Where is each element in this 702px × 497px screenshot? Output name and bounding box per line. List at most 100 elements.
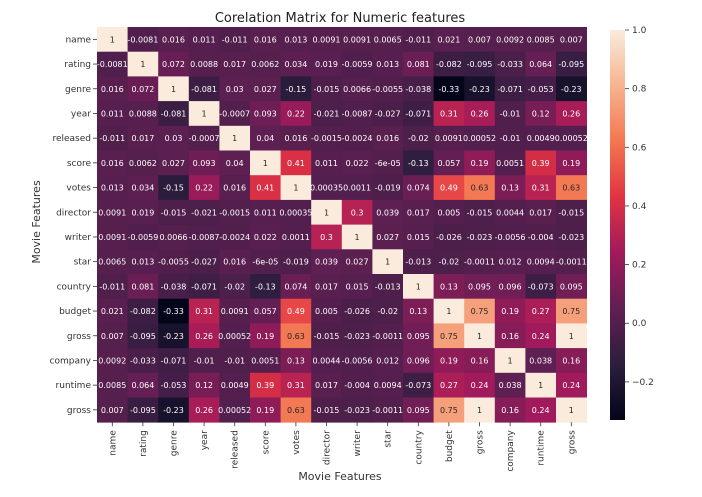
heatmap-value-label: 0.0049 [221,381,249,390]
heatmap-cell [219,76,251,102]
heatmap-value-label: 0.007 [101,332,124,341]
heatmap-cell [127,298,159,324]
heatmap-value-label: -0.071 [161,356,187,365]
heatmap-cell [250,372,281,398]
heatmap-cell [311,298,343,324]
heatmap-cell [188,397,220,423]
heatmap-value-label: -0.027 [375,109,401,118]
heatmap-value-label: -0.33 [163,307,184,316]
heatmap-cell [525,199,557,225]
heatmap-cell [433,397,465,423]
heatmap-cell [403,150,434,176]
heatmap-cell [464,249,496,275]
heatmap-cell [525,372,557,398]
heatmap-cell [372,249,404,275]
heatmap-cell [127,274,159,300]
heatmap-value-label: 0.24 [562,381,580,390]
heatmap-value-label: 0.00035 [310,184,343,193]
heatmap-cell [219,348,251,374]
heatmap-value-label: 0.027 [376,233,399,242]
heatmap-cell [97,101,128,127]
heatmap-value-label: 0.005 [437,208,460,217]
heatmap-cell [341,249,373,275]
column-tick-label: year [200,430,210,450]
heatmap-value-label: 1 [293,184,298,193]
heatmap-cell [158,76,190,102]
heatmap-value-label: 0.012 [376,356,399,365]
heatmap-value-label: 0.017 [407,208,430,217]
heatmap-value-label: -0.015 [314,406,340,415]
heatmap-value-label: -0.004 [528,233,554,242]
heatmap-value-label: 0.096 [499,282,522,291]
heatmap-value-label: -0.23 [469,85,490,94]
heatmap-value-label: 1 [110,35,115,44]
heatmap-value-label: -0.33 [439,85,460,94]
heatmap-value-label: 0.13 [287,356,305,365]
heatmap-cell [311,125,343,151]
heatmap-value-label: 0.19 [256,332,274,341]
heatmap-cell [250,150,281,176]
heatmap-value-label: 0.16 [501,332,519,341]
heatmap-cell [525,224,557,250]
heatmap-cell [311,199,343,225]
heatmap-value-label: 0.3 [320,233,333,242]
heatmap-value-label: 0.49 [440,184,458,193]
heatmap-cell [525,101,557,127]
row-tick-label: released [52,134,91,144]
heatmap-cell [188,224,220,250]
heatmap-cell [127,125,159,151]
heatmap-value-label: 0.0091 [98,233,126,242]
row-tick-labels: name rating genre year released score votes dir… [50,35,97,416]
heatmap-value-label: -0.011 [99,282,125,291]
heatmap-value-label: 0.0051 [251,356,279,365]
heatmap-value-label: 0.0044 [313,356,341,365]
heatmap-cell [219,101,251,127]
heatmap-value-label: -0.082 [130,307,156,316]
heatmap-value-label: -0.0081 [127,35,158,44]
heatmap-cell [250,274,281,300]
heatmap-value-label: 0.093 [254,109,277,118]
heatmap-value-label: 0.0088 [190,60,218,69]
column-tick-label: runtime [537,430,547,466]
heatmap-value-label: 0.03 [226,85,244,94]
heatmap-cell [433,372,465,398]
heatmap-cell [158,249,190,275]
heatmap-value-label: 0.038 [529,356,552,365]
column-tick-label: genre [170,430,180,456]
heatmap-value-label: -0.013 [375,282,401,291]
heatmap-value-label: -0.082 [436,60,462,69]
heatmap-cell [556,51,587,77]
heatmap-cell [372,175,404,201]
heatmap-value-label: 0.019 [131,208,154,217]
heatmap-cell [341,199,373,225]
heatmap-cell [372,224,404,250]
heatmap-value-label: -0.0015 [311,134,342,143]
column-tick-label: country [414,430,424,465]
heatmap-cell [372,397,404,423]
heatmap-cell [494,101,526,127]
row-tick-label: country [57,282,92,292]
heatmap-value-label: -0.02 [377,307,398,316]
heatmap-value-label: 1 [263,159,268,168]
heatmap-cell [97,76,128,102]
heatmap-value-label: -0.071 [191,282,217,291]
heatmap-cell [280,224,312,250]
heatmap-cell [341,348,373,374]
heatmap-value-label: 0.011 [101,109,124,118]
heatmap-cell [97,27,128,53]
colorbar-tick-label: −0.2 [632,378,654,388]
heatmap-cell [188,101,220,127]
heatmap-value-label: 0.0062 [251,60,279,69]
heatmap-cell [127,372,159,398]
heatmap-value-label: -0.0011 [464,258,495,267]
heatmap-cell [219,175,251,201]
heatmap-value-label: -0.011 [222,35,248,44]
heatmap-cell [97,224,128,250]
heatmap-cell [188,323,220,349]
heatmap-cell [464,224,496,250]
row-tick-label: runtime [56,381,92,391]
heatmap-cell [280,298,312,324]
heatmap-value-label: 0.12 [532,109,550,118]
heatmap-value-label: 0.0062 [129,159,157,168]
heatmap-value-label: -0.073 [405,381,431,390]
